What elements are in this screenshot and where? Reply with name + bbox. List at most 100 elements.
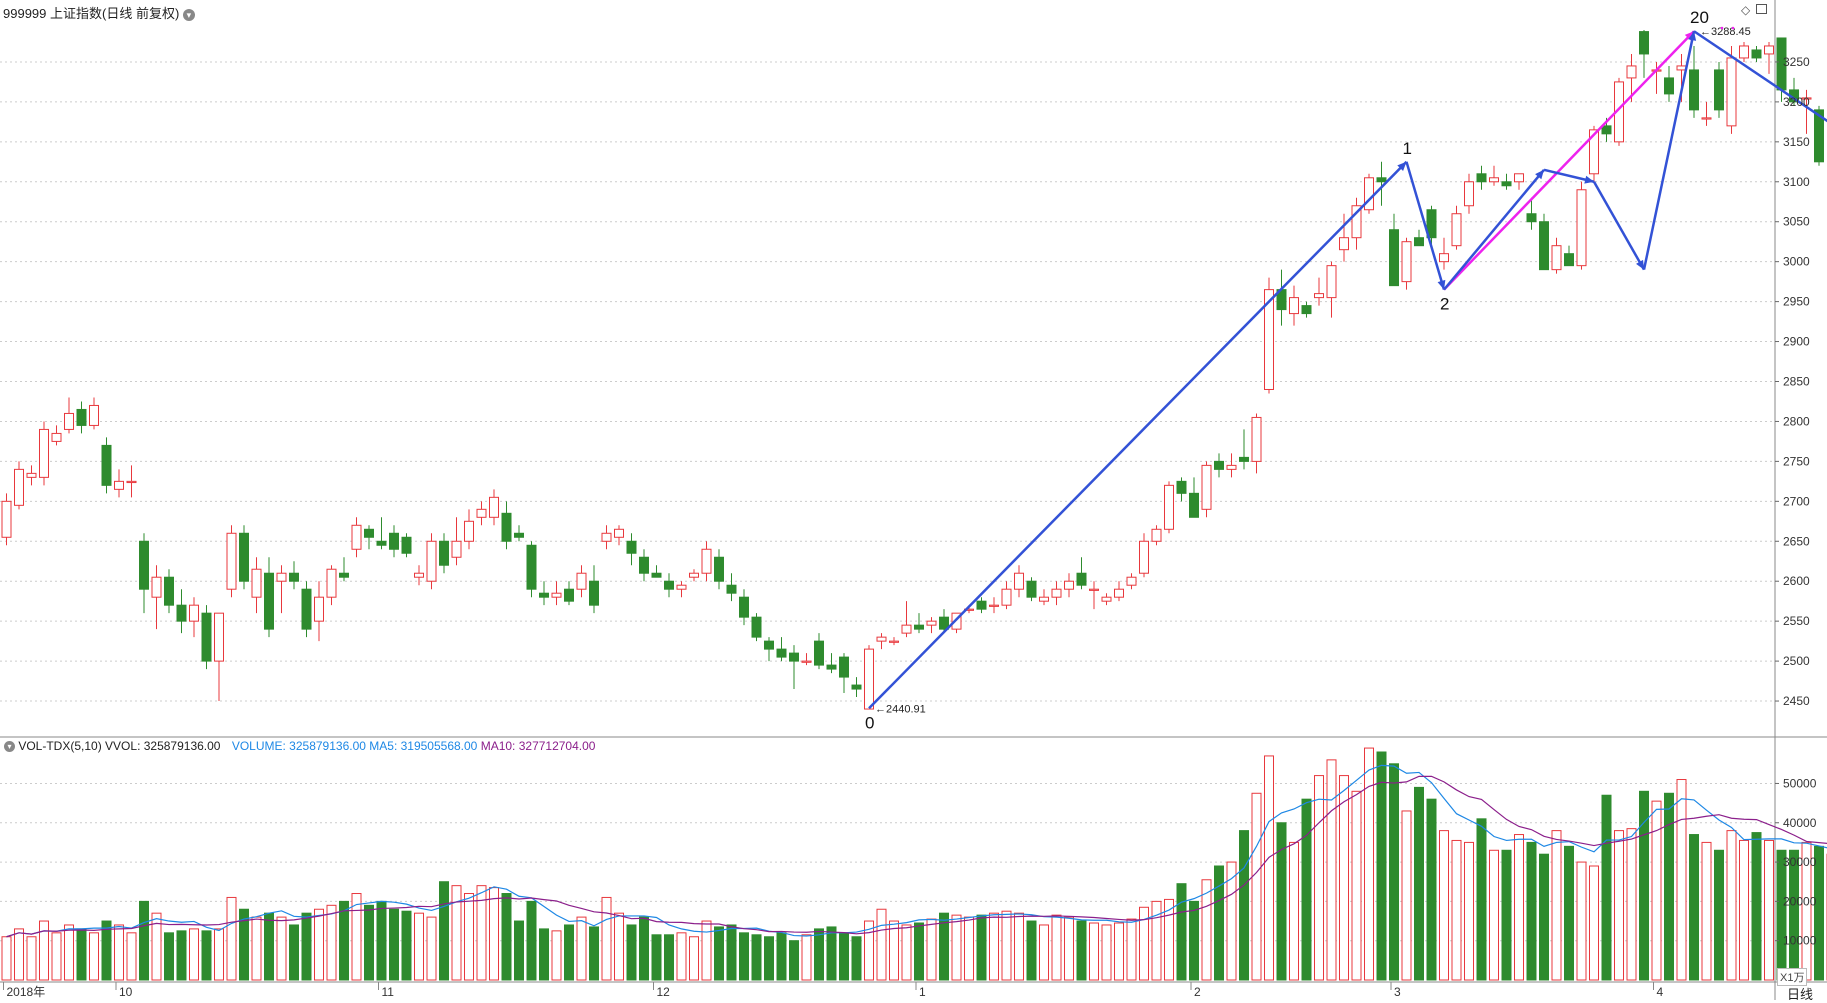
date-tick-label: 2018年 bbox=[7, 985, 46, 999]
candle-body bbox=[640, 557, 649, 573]
volume-bar bbox=[990, 913, 999, 980]
volume-bar bbox=[665, 935, 674, 980]
candle-body bbox=[1577, 190, 1586, 266]
volume-bar bbox=[215, 929, 224, 980]
volume-bar bbox=[227, 897, 236, 980]
volume-bar bbox=[1002, 911, 1011, 980]
candle-body bbox=[1315, 294, 1324, 298]
candle-body bbox=[690, 573, 699, 577]
volume-bar bbox=[1177, 884, 1186, 980]
candle-body bbox=[202, 613, 211, 661]
candle-body bbox=[1027, 581, 1036, 597]
candle-body bbox=[1177, 481, 1186, 493]
volume-tick-label: 40000 bbox=[1783, 816, 1817, 830]
volume-bar bbox=[1065, 917, 1074, 980]
candle-body bbox=[1002, 589, 1011, 605]
candle-body bbox=[1065, 581, 1074, 589]
volume-bar bbox=[190, 929, 199, 980]
candle-body bbox=[1702, 118, 1711, 119]
volume-bar bbox=[840, 933, 849, 980]
wave-label: 20 bbox=[1690, 8, 1709, 27]
price-tick-label: 2700 bbox=[1783, 494, 1810, 508]
volume-bar bbox=[1327, 760, 1336, 980]
vol-indicator-name: VOL-TDX(5,10) bbox=[18, 739, 101, 753]
candle-body bbox=[752, 617, 761, 637]
candle-body bbox=[1490, 178, 1499, 182]
wave-label: 0 bbox=[865, 713, 874, 732]
candle-body bbox=[1440, 254, 1449, 262]
volume-bar bbox=[1040, 925, 1049, 980]
candle-body bbox=[265, 573, 274, 629]
volume-bar bbox=[315, 909, 324, 980]
candle-body bbox=[1040, 597, 1049, 601]
candle-body bbox=[852, 685, 861, 689]
chevron-down-icon[interactable]: ▾ bbox=[4, 741, 15, 752]
candle-body bbox=[1115, 589, 1124, 597]
volume-bar bbox=[677, 933, 686, 980]
volume-bar bbox=[1402, 811, 1411, 980]
candle-body bbox=[515, 533, 524, 537]
candle-body bbox=[1677, 66, 1686, 70]
volume-bar bbox=[277, 917, 286, 980]
volume-bar bbox=[1527, 842, 1536, 980]
candle-body bbox=[652, 573, 661, 577]
volume-bar bbox=[440, 882, 449, 980]
candle-body bbox=[590, 581, 599, 605]
candle-body bbox=[165, 577, 174, 605]
volume-bar bbox=[427, 917, 436, 980]
candle-body bbox=[1227, 465, 1236, 469]
candle-body bbox=[565, 589, 574, 601]
volume-tick-label: 30000 bbox=[1783, 855, 1817, 869]
ma5-value: MA5: 319505568.00 bbox=[369, 739, 477, 753]
volume-bar bbox=[202, 931, 211, 980]
volume-bar bbox=[302, 913, 311, 980]
volume-bar bbox=[515, 921, 524, 980]
candle-body bbox=[315, 597, 324, 621]
candle-body bbox=[90, 405, 99, 425]
volume-bar bbox=[290, 925, 299, 980]
volume-bar bbox=[1315, 776, 1324, 980]
candle-body bbox=[1765, 46, 1774, 54]
volume-bar bbox=[1340, 776, 1349, 980]
volume-bar bbox=[490, 888, 499, 980]
date-tick-label: 2 bbox=[1194, 985, 1201, 999]
candle-body bbox=[490, 497, 499, 517]
candle-body bbox=[1215, 461, 1224, 469]
volume-bar bbox=[715, 927, 724, 980]
volume-bar bbox=[1790, 850, 1799, 980]
candle-body bbox=[215, 613, 224, 661]
wave-sub-line bbox=[1594, 182, 1644, 270]
volume-bar bbox=[590, 927, 599, 980]
volume-bar bbox=[1077, 921, 1086, 980]
candle-body bbox=[540, 593, 549, 597]
candle-body bbox=[1502, 182, 1511, 186]
volume-bar bbox=[1552, 831, 1561, 980]
volume-bar bbox=[1115, 923, 1124, 980]
candle-body bbox=[1377, 178, 1386, 182]
volume-bar bbox=[1765, 840, 1774, 980]
volume-bar bbox=[1277, 823, 1286, 980]
candle-body bbox=[715, 557, 724, 581]
period-label[interactable]: 日线 bbox=[1787, 984, 1813, 1003]
candle-body bbox=[327, 569, 336, 597]
price-tick-label: 2450 bbox=[1783, 694, 1810, 708]
candle-body bbox=[1302, 306, 1311, 314]
volume-bar bbox=[1215, 866, 1224, 980]
candle-body bbox=[840, 657, 849, 677]
volume-bar bbox=[602, 897, 611, 980]
volume-bar bbox=[627, 925, 636, 980]
volume-bar bbox=[902, 925, 911, 980]
volume-bar bbox=[52, 933, 61, 980]
candle-body bbox=[1240, 457, 1249, 461]
volume-bar bbox=[652, 935, 661, 980]
volume-bar bbox=[827, 927, 836, 980]
candle-body bbox=[190, 605, 199, 621]
volume-bar bbox=[1615, 831, 1624, 980]
volume-bar bbox=[1777, 850, 1786, 980]
volume-bar bbox=[1627, 829, 1636, 980]
volume-bar bbox=[1265, 756, 1274, 980]
volume-bar bbox=[1490, 850, 1499, 980]
volume-bar bbox=[90, 933, 99, 980]
